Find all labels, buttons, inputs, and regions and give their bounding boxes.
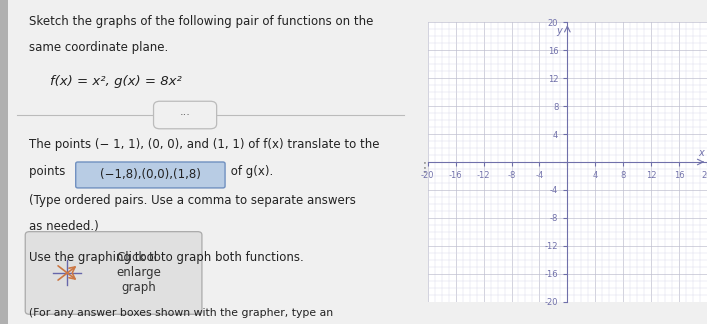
- Text: as needed.): as needed.): [30, 220, 99, 233]
- Text: y: y: [556, 26, 562, 36]
- Text: The points (− 1, 1), (0, 0), and (1, 1) of f(x) translate to the: The points (− 1, 1), (0, 0), and (1, 1) …: [30, 138, 380, 151]
- FancyBboxPatch shape: [25, 232, 202, 314]
- Text: (−1,8),(0,0),(1,8): (−1,8),(0,0),(1,8): [100, 168, 201, 181]
- FancyBboxPatch shape: [76, 162, 225, 188]
- Text: same coordinate plane.: same coordinate plane.: [30, 40, 169, 53]
- Text: Use the graphing tool to graph both functions.: Use the graphing tool to graph both func…: [30, 251, 304, 264]
- Text: (Type ordered pairs. Use a comma to separate answers: (Type ordered pairs. Use a comma to sepa…: [30, 194, 356, 207]
- Text: ⋮: ⋮: [418, 161, 432, 176]
- Text: ···: ···: [180, 110, 190, 120]
- Text: (For any answer boxes shown with the grapher, type an: (For any answer boxes shown with the gra…: [30, 307, 334, 318]
- FancyBboxPatch shape: [0, 0, 8, 324]
- Text: f(x) = x², g(x) = 8x²: f(x) = x², g(x) = 8x²: [50, 75, 182, 87]
- Text: x: x: [698, 148, 703, 158]
- FancyBboxPatch shape: [153, 101, 216, 129]
- Text: Sketch the graphs of the following pair of functions on the: Sketch the graphs of the following pair …: [30, 15, 374, 28]
- Text: of g(x).: of g(x).: [227, 165, 274, 178]
- Text: Click to
enlarge
graph: Click to enlarge graph: [117, 251, 161, 295]
- Text: points: points: [30, 165, 69, 178]
